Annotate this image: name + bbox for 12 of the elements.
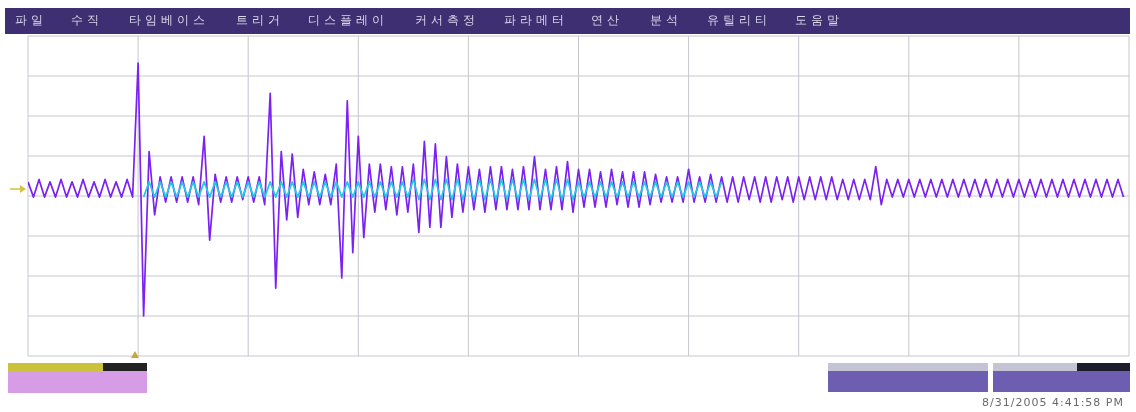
text: 타임베이스 bbox=[129, 13, 209, 28]
text: 유틸리티 bbox=[707, 13, 771, 28]
text: 커서측정 bbox=[415, 13, 479, 28]
text: 도움말 bbox=[795, 13, 843, 28]
text: 8/31/2005 4:41:58 PM bbox=[982, 396, 1124, 409]
text: 분석 bbox=[650, 13, 682, 28]
text: 트리거 bbox=[236, 13, 284, 28]
text: 수직 bbox=[71, 13, 103, 28]
text: 디스플레이 bbox=[308, 13, 388, 28]
text: 연산 bbox=[591, 13, 623, 28]
text: 파라메터 bbox=[504, 13, 568, 28]
text: 파일 bbox=[15, 13, 47, 28]
